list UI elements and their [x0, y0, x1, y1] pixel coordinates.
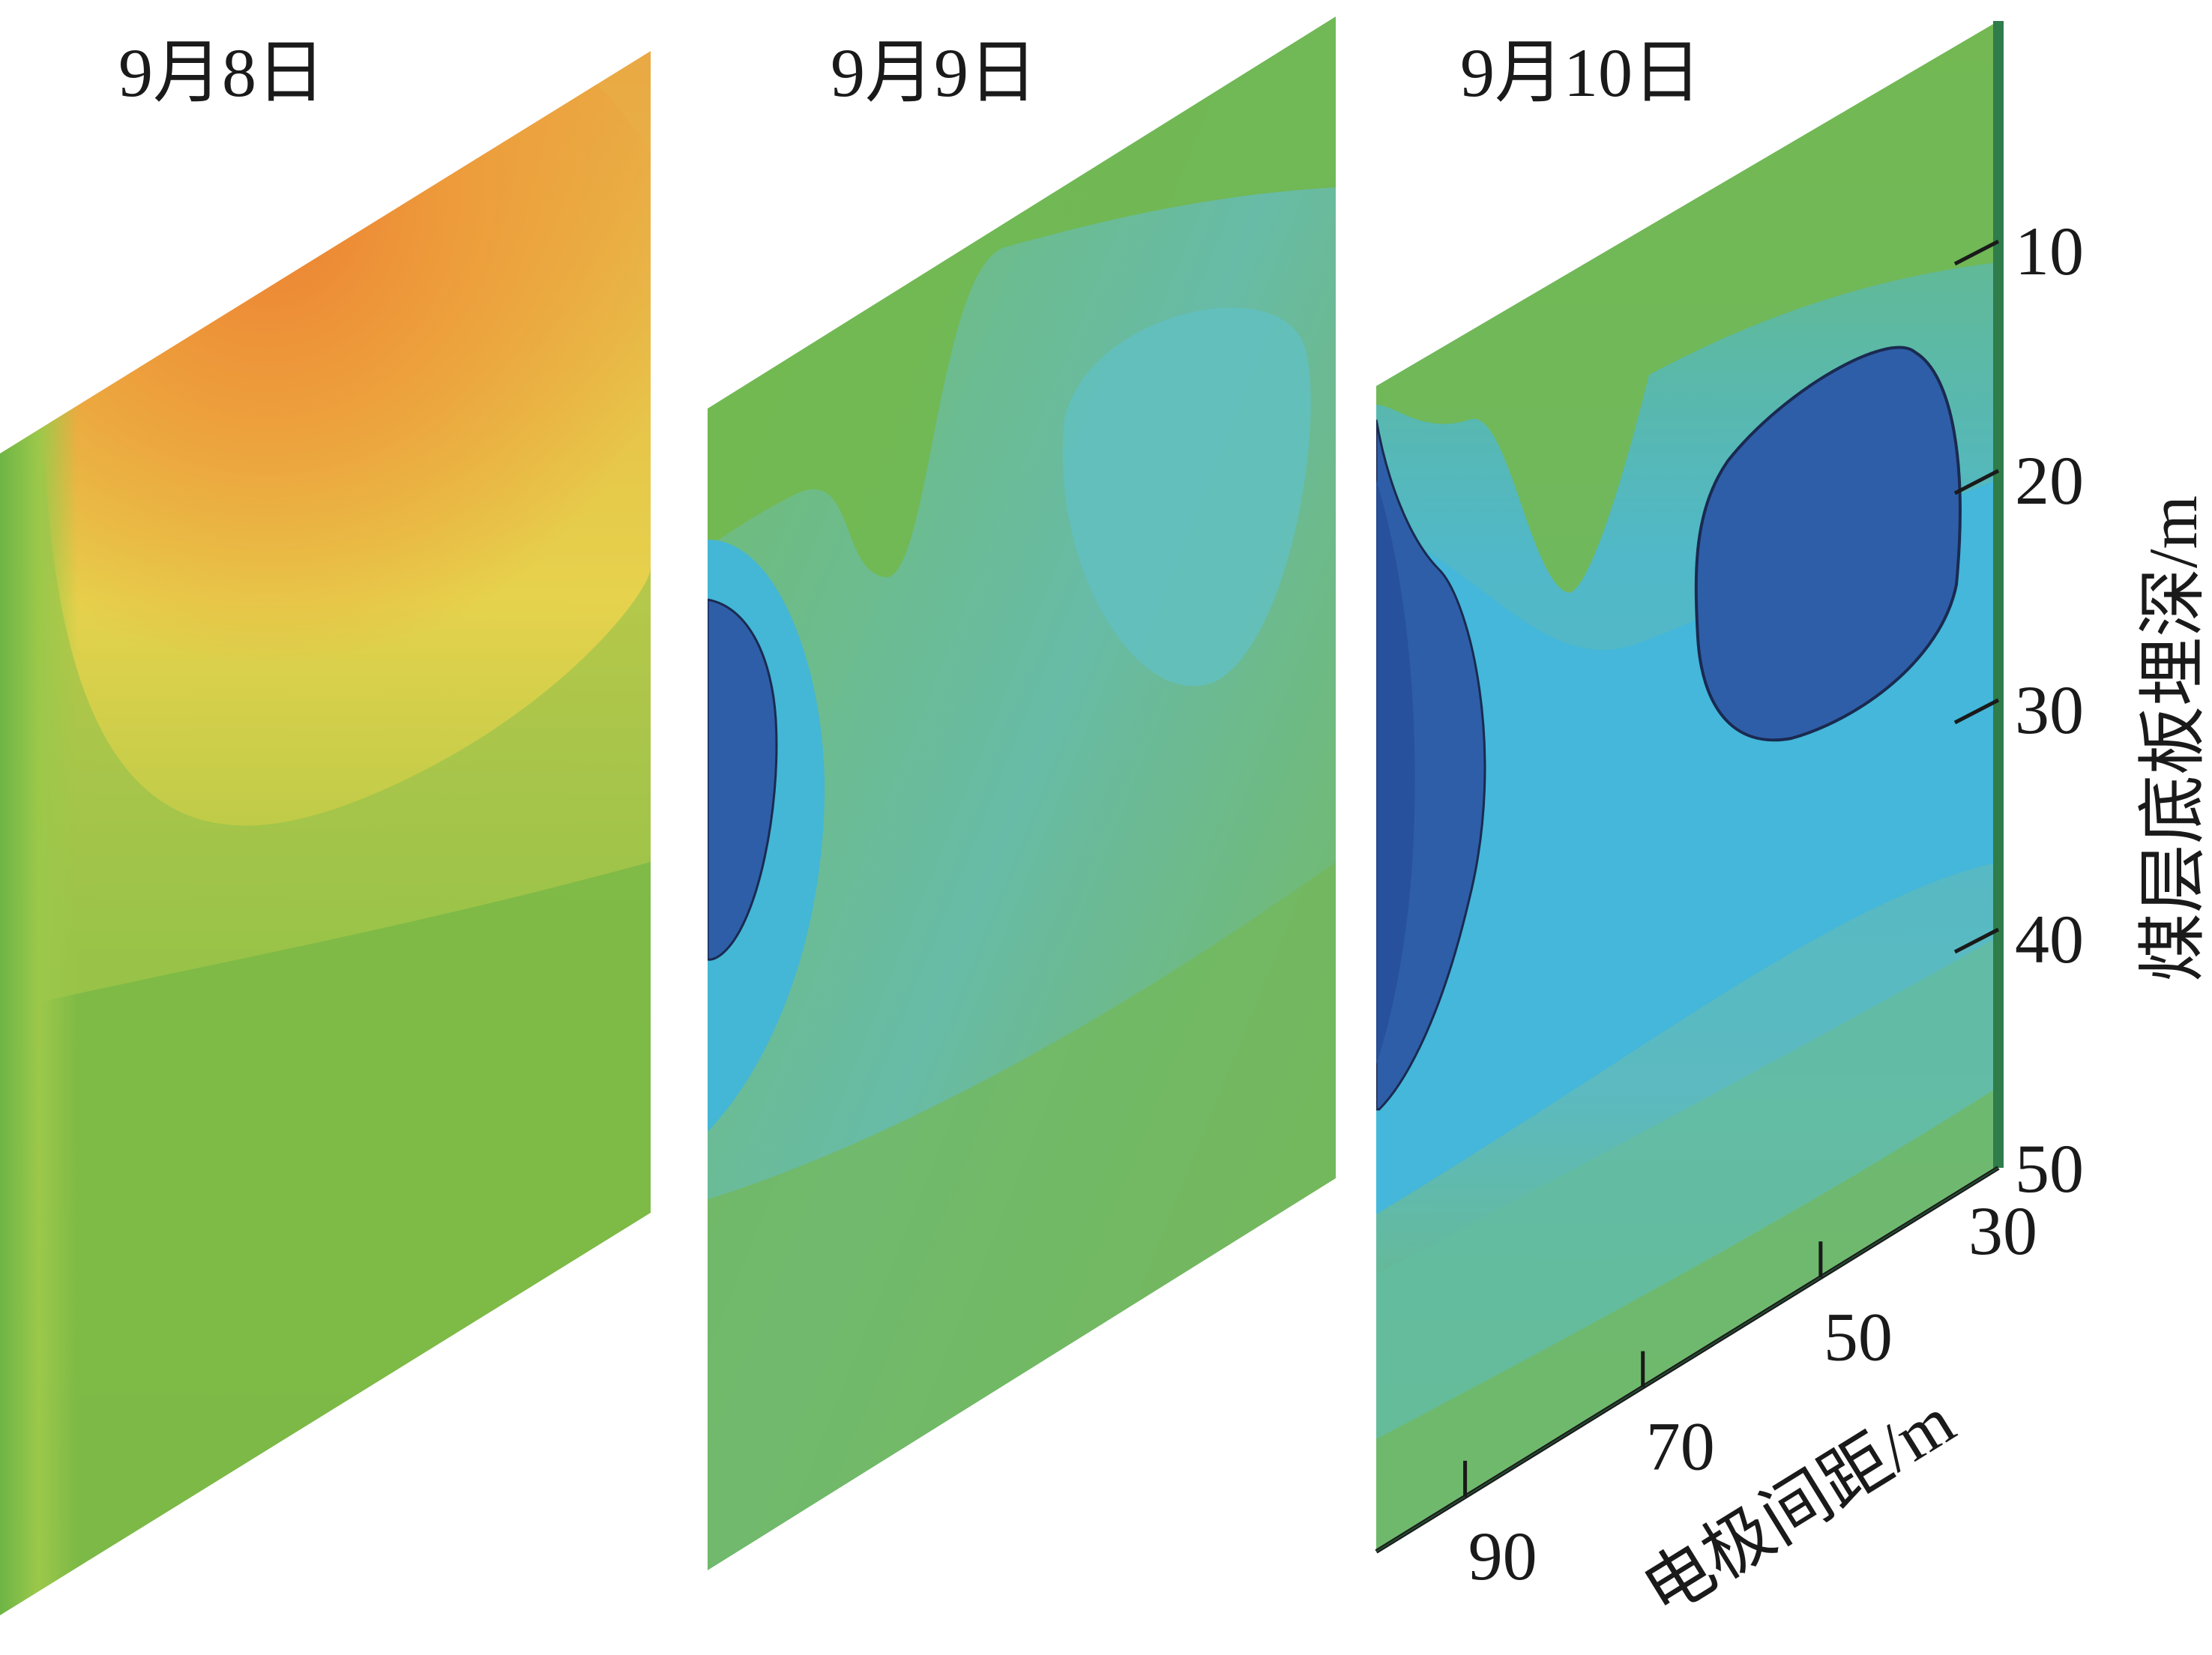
panel-title-3: 9月10日	[1460, 34, 1702, 111]
panel-sep-8	[0, 51, 651, 1615]
depth-tick-label-30: 30	[2015, 672, 2084, 748]
depth-tick-label-20: 20	[2015, 442, 2084, 519]
depth-tick-label-40: 40	[2015, 901, 2084, 977]
depth-tick-label-50: 50	[2015, 1130, 2084, 1207]
depth-tick-20	[1953, 468, 2000, 495]
panel-sep-9	[708, 16, 1336, 1570]
depth-tick-40	[1953, 927, 2000, 954]
spacing-tick-label-70: 70	[1646, 1408, 1715, 1485]
depth-axis: 10 20 30 40 50	[1953, 21, 2084, 1207]
panel-sep-10	[1376, 21, 1998, 1552]
panel-title-1: 9月8日	[118, 34, 325, 111]
depth-tick-10	[1953, 239, 2000, 266]
spacing-tick-label-30: 30	[1968, 1193, 2037, 1269]
spacing-tick-label-50: 50	[1824, 1298, 1893, 1375]
depth-tick-label-10: 10	[2015, 213, 2084, 289]
depth-tick-30	[1953, 698, 2000, 725]
panel-title-2: 9月9日	[831, 34, 1037, 111]
depth-axis-label: 煤层底板埋深/m	[2135, 495, 2211, 982]
spacing-axis: 30 50 70 90	[1375, 1166, 2037, 1594]
spacing-tick-label-90: 90	[1468, 1518, 1537, 1594]
